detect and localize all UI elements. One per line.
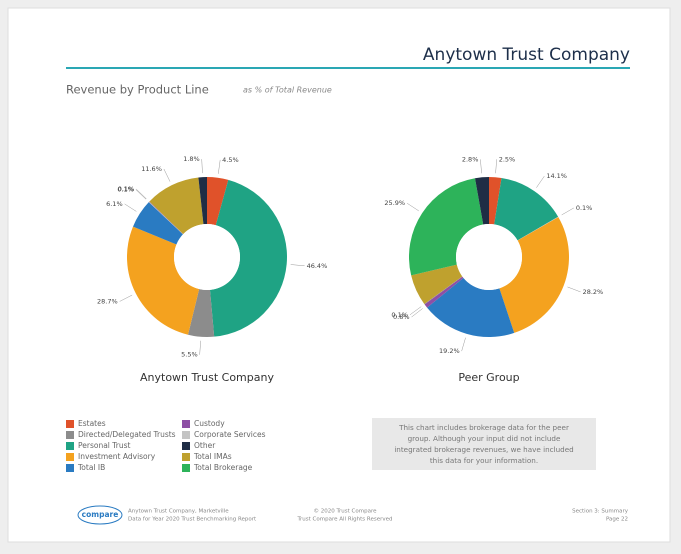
- leader-line: [461, 337, 466, 352]
- subtitle-note: as % of Total Revenue: [243, 86, 332, 95]
- donut-slice: [209, 179, 288, 337]
- footer-text: Trust Compare All Rights Reserved: [296, 517, 392, 523]
- data-label: 25.9%: [384, 199, 405, 207]
- data-label: 1.8%: [183, 155, 200, 163]
- donut-slice: [517, 216, 559, 241]
- data-label: 2.8%: [462, 155, 479, 163]
- logo-mark: [77, 505, 123, 525]
- donut-slice: [424, 276, 464, 308]
- donut-slice: [148, 201, 184, 235]
- leader-line: [495, 159, 497, 174]
- legend-swatch: [182, 442, 190, 450]
- legend-label: Total Brokerage: [193, 463, 253, 472]
- footer-text: Anytown Trust Company, Marketville: [128, 509, 229, 515]
- data-label: 28.7%: [97, 297, 118, 305]
- legend-label: Total IMAs: [193, 452, 232, 461]
- data-label: 0.1%: [391, 311, 408, 319]
- data-label: 2.5%: [499, 155, 516, 163]
- note: This chart includes brokerage data for t…: [394, 423, 573, 465]
- leader-line: [119, 294, 133, 302]
- data-label: 19.2%: [439, 347, 460, 355]
- data-label: 0.1%: [576, 204, 593, 212]
- donut-slice: [474, 177, 489, 225]
- leader-line: [411, 308, 423, 318]
- donut-slice: [198, 177, 207, 225]
- legend-swatch: [182, 431, 190, 439]
- donut-hole: [456, 224, 522, 290]
- leader-line: [199, 340, 201, 355]
- leader-line: [136, 188, 147, 200]
- legend-label: Other: [194, 441, 216, 450]
- legend-swatch: [182, 420, 190, 428]
- data-label: 0.1%: [117, 186, 134, 194]
- data-label: 0.8%: [393, 313, 410, 321]
- donut-slice: [427, 277, 515, 337]
- footer-text: Page 22: [606, 517, 628, 523]
- leader-line: [135, 189, 147, 200]
- legend-swatch: [66, 464, 74, 472]
- chart-title: Peer Group: [458, 371, 519, 384]
- donut-hole: [174, 224, 240, 290]
- legend-label: Corporate Services: [194, 430, 266, 439]
- donut-slice: [187, 289, 215, 338]
- data-label: 6.1%: [106, 200, 123, 208]
- data-label: 14.1%: [546, 172, 567, 180]
- leader-line: [536, 175, 545, 188]
- legend-label: Custody: [194, 419, 225, 428]
- donut-slice: [409, 178, 484, 276]
- subtitle: Revenue by Product Line: [66, 83, 209, 97]
- legend-swatch: [66, 420, 74, 428]
- data-label: 28.2%: [583, 288, 604, 296]
- data-label: 0.1%: [118, 185, 135, 193]
- donut-slice: [127, 226, 200, 335]
- legend-label: Investment Advisory: [78, 452, 156, 461]
- footer-text: Data for Year 2020 Trust Benchmarking Re…: [128, 517, 257, 523]
- leader-line: [480, 159, 482, 174]
- donut-slice: [207, 177, 229, 226]
- leader-line: [567, 286, 581, 293]
- leader-line: [409, 306, 422, 316]
- footer-text: © 2020 Trust Compare: [313, 508, 377, 515]
- donut-slice: [499, 217, 570, 333]
- leader-line: [406, 202, 419, 212]
- donut-slice: [494, 177, 559, 241]
- logo: compare: [82, 510, 119, 519]
- legend-label: Directed/Delegated Trusts: [78, 430, 176, 439]
- data-label: 11.6%: [141, 165, 162, 173]
- leader-line: [201, 159, 203, 174]
- donut-slice: [149, 177, 204, 235]
- leader-line: [218, 159, 221, 174]
- legend-swatch: [182, 464, 190, 472]
- data-label: 5.5%: [181, 351, 198, 359]
- donut-slice: [489, 177, 502, 225]
- data-label: 46.4%: [307, 262, 328, 270]
- chart-title: Anytown Trust Company: [140, 371, 274, 384]
- footer-text: Section 3: Summary: [572, 509, 629, 515]
- data-label: 4.5%: [222, 156, 239, 164]
- leader-line: [290, 264, 305, 267]
- leader-line: [163, 168, 171, 182]
- legend-swatch: [66, 453, 74, 461]
- donut-slice: [411, 264, 463, 305]
- note-box: [372, 418, 596, 470]
- legend-swatch: [66, 431, 74, 439]
- leader-line: [124, 203, 137, 212]
- legend-swatch: [182, 453, 190, 461]
- leader-line: [561, 207, 574, 216]
- donut-slice: [424, 276, 463, 305]
- donut-slice: [132, 202, 183, 245]
- legend-swatch: [66, 442, 74, 450]
- legend-label: Total IB: [77, 463, 105, 472]
- donut-slice: [149, 201, 184, 235]
- legend-label: Estates: [78, 419, 106, 428]
- report-title: Anytown Trust Company: [423, 45, 630, 65]
- note-text: This chart includes brokerage data for t…: [394, 423, 573, 465]
- legend-label: Personal Trust: [78, 441, 130, 450]
